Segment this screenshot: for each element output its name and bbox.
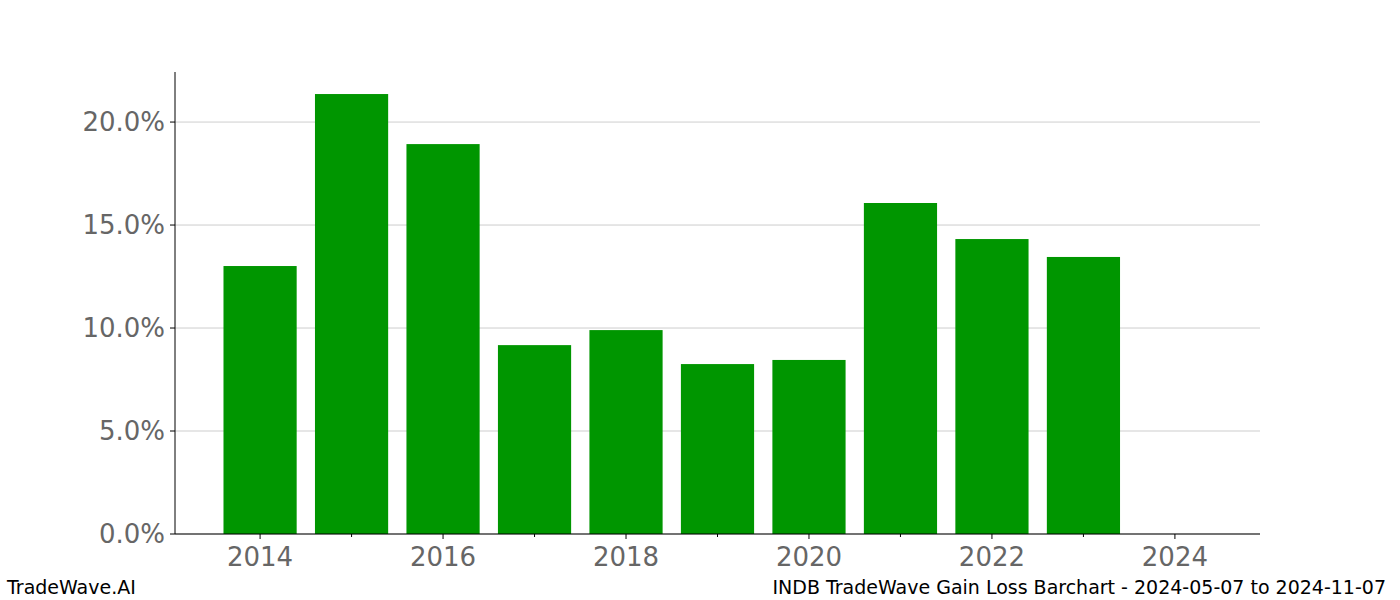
y-tick (170, 225, 175, 226)
y-tick (170, 328, 175, 329)
y-tick (170, 431, 175, 432)
bar (772, 360, 845, 534)
bar (1047, 257, 1120, 534)
bar (223, 266, 296, 534)
y-tick-label: 15.0% (82, 210, 165, 240)
grid-line (175, 534, 1260, 535)
bar (406, 144, 479, 534)
x-tick-label: 2022 (959, 542, 1025, 572)
x-tick-label: 2016 (410, 542, 476, 572)
x-tick (991, 534, 992, 539)
bars (223, 94, 1120, 534)
x-tick-label: 2020 (776, 542, 842, 572)
x-axis-line (175, 534, 1260, 535)
x-tick (626, 534, 627, 539)
y-tick (170, 122, 175, 123)
bar (589, 330, 662, 534)
x-tick (443, 534, 444, 539)
source: TradeWave.AI (6, 576, 136, 598)
x-tick (260, 534, 261, 539)
y-tick-label: 0.0% (99, 519, 165, 549)
bar (498, 345, 571, 534)
x-tick-label: 2024 (1142, 542, 1208, 572)
x-tick-label: 2018 (593, 542, 659, 572)
chart: 0.0% 5.0% 10.0% 15.0% 20.0% 2014 2016 2018 2020 2… (0, 0, 1400, 600)
y-tick-label: 20.0% (82, 107, 165, 137)
bar (315, 94, 388, 534)
x-tick-label: 2014 (227, 542, 293, 572)
x-tick (808, 534, 809, 539)
bar (864, 203, 937, 534)
y-tick (170, 534, 175, 535)
bar (955, 239, 1028, 534)
y-tick-label: 5.0% (99, 416, 165, 446)
x-tick (1174, 534, 1175, 539)
title: INDB TradeWave Gain Loss Barchart - 2024… (772, 576, 1386, 598)
y-tick-label: 10.0% (82, 313, 165, 343)
y-axis-line (175, 72, 176, 534)
bar (681, 364, 754, 534)
